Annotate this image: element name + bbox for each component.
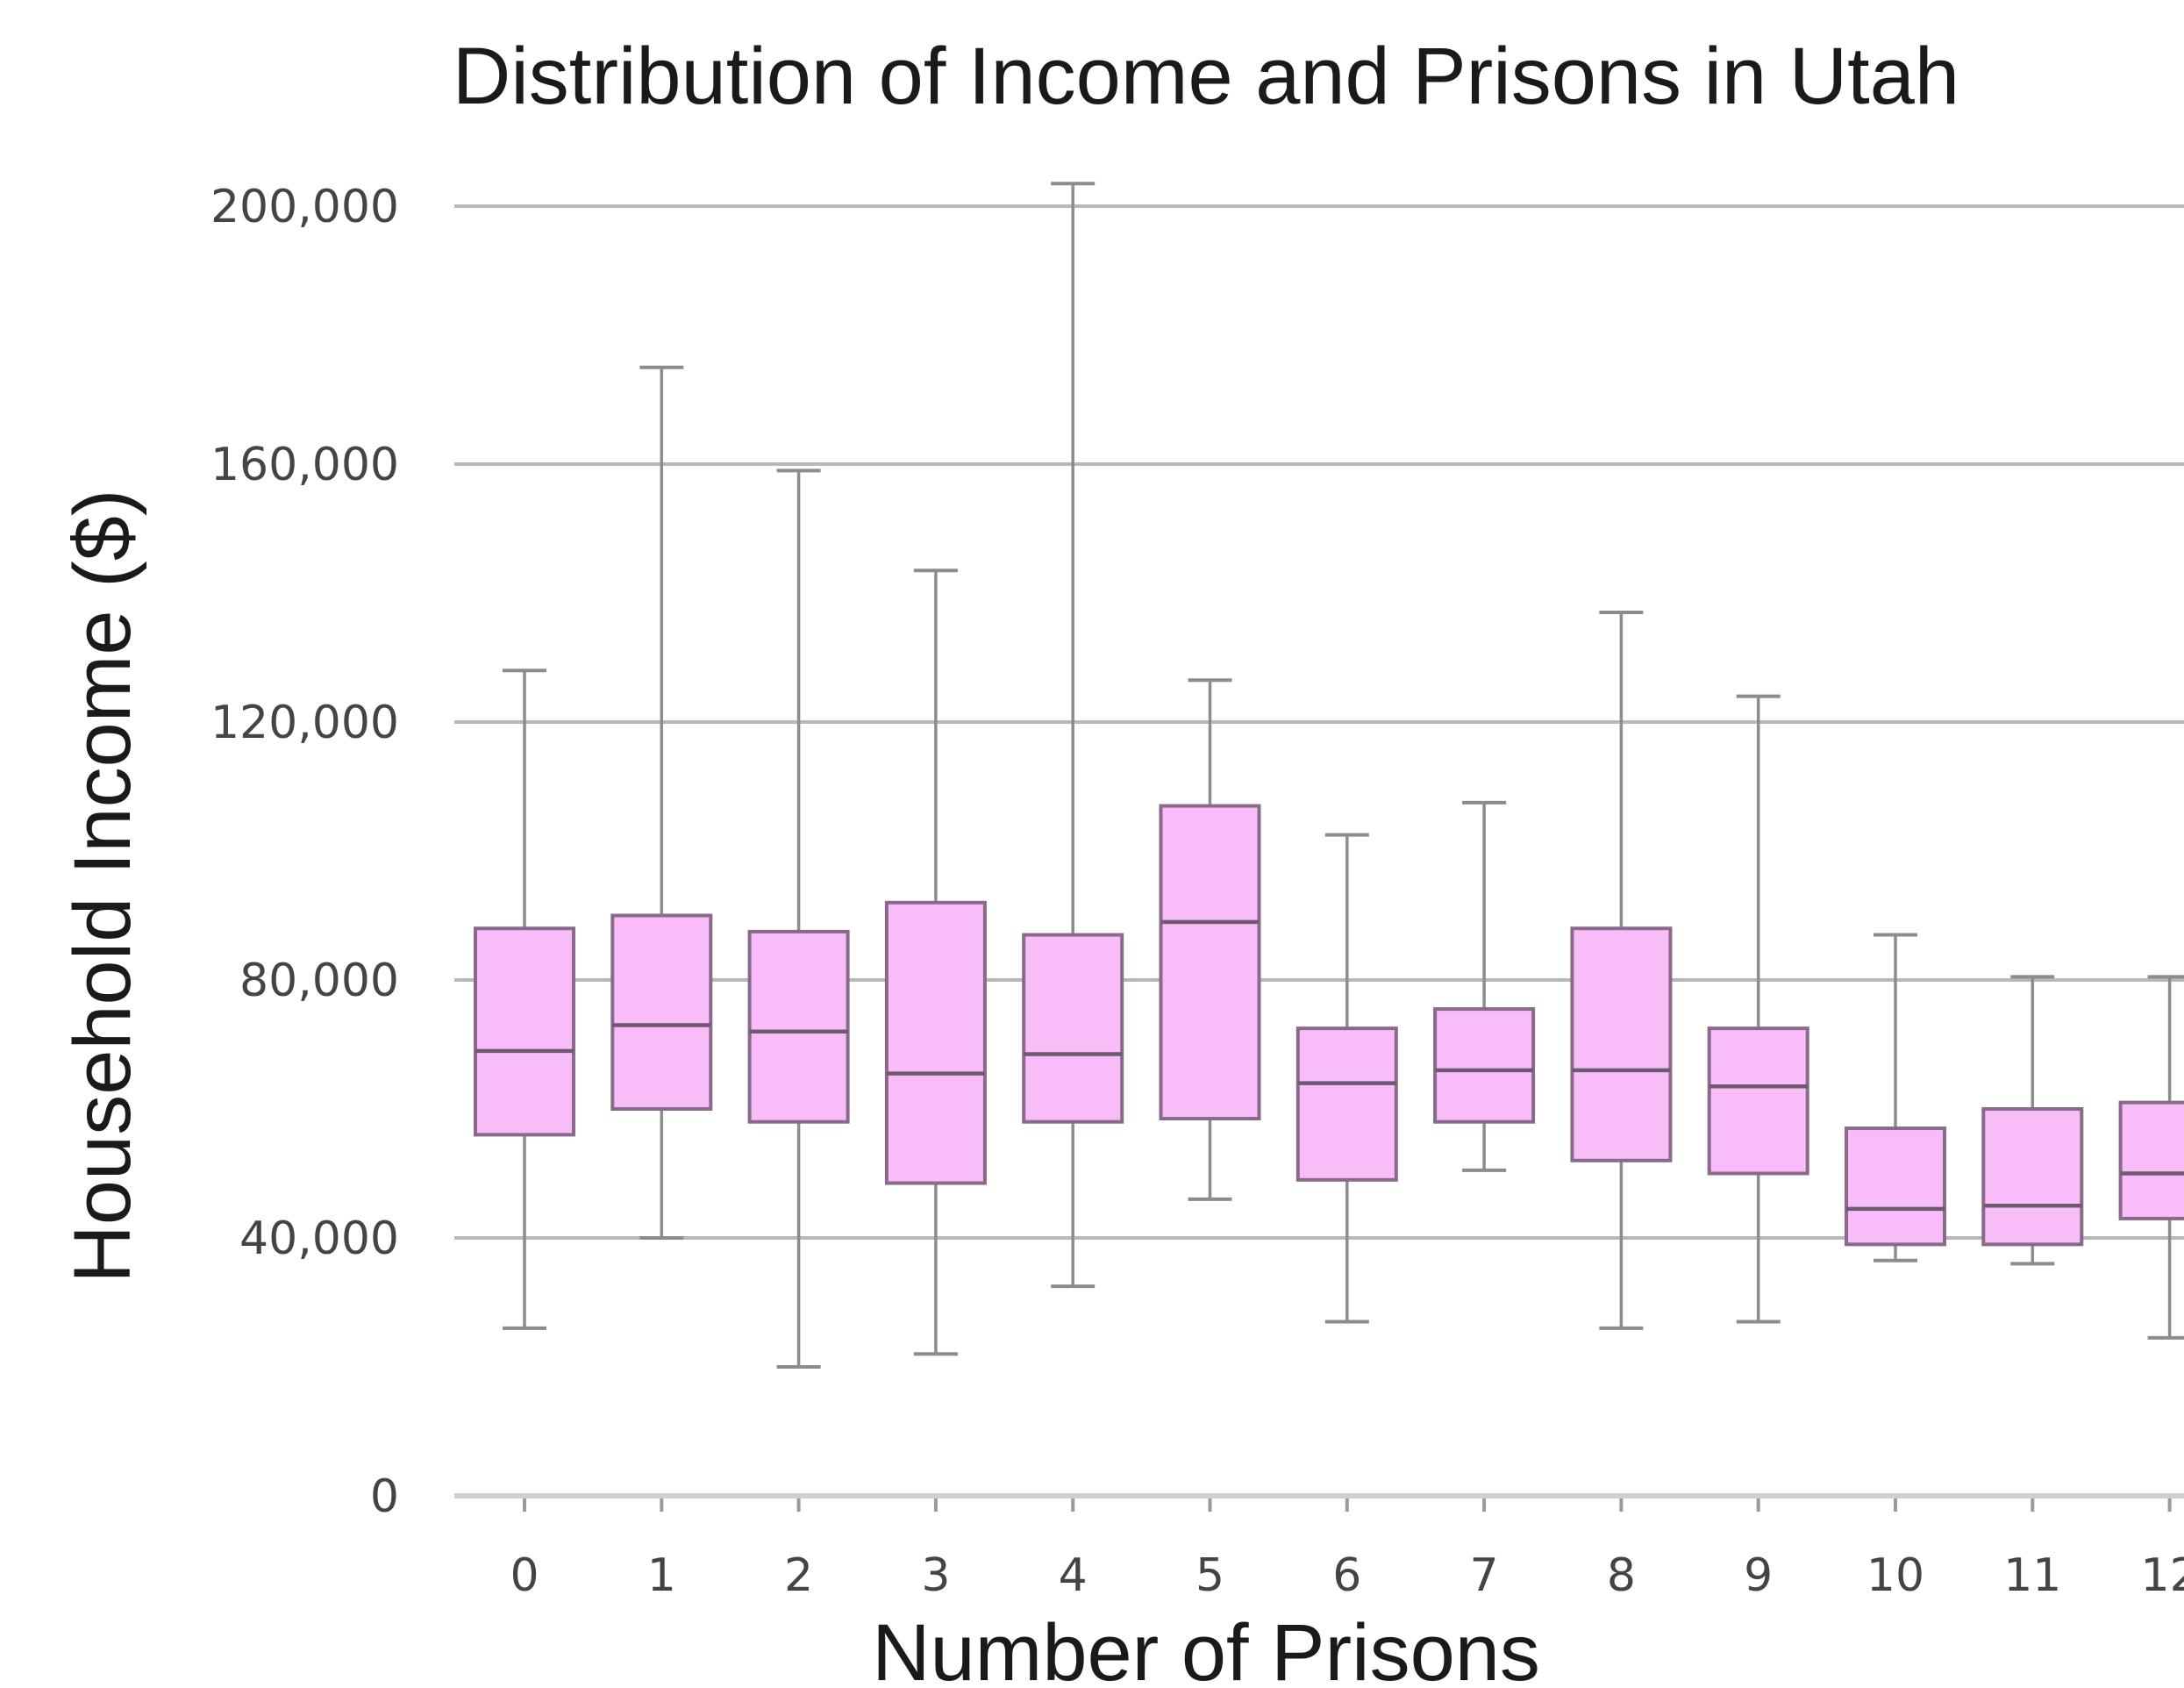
y-axis-tick-labels: 0 40,000 80,000 120,000 160,000 200,000 bbox=[211, 181, 399, 1523]
y-tick-label: 120,000 bbox=[211, 697, 399, 749]
box-11 bbox=[1981, 975, 2084, 1266]
box-4 bbox=[1022, 182, 1124, 1289]
iqr-box bbox=[884, 900, 987, 1185]
iqr-box bbox=[474, 926, 575, 1137]
iqr-box bbox=[747, 929, 850, 1124]
box-5 bbox=[1159, 678, 1261, 1201]
box-10 bbox=[1845, 933, 1946, 1262]
y-tick-label: 0 bbox=[370, 1470, 399, 1523]
iqr-box bbox=[2118, 1100, 2184, 1220]
iqr-box bbox=[1707, 1026, 1809, 1176]
box-9 bbox=[1707, 694, 1809, 1324]
y-tick-label: 200,000 bbox=[211, 181, 399, 233]
iqr-box bbox=[1433, 1007, 1536, 1124]
x-tick-label: 4 bbox=[1059, 1549, 1088, 1602]
x-tick-label: 6 bbox=[1332, 1549, 1361, 1602]
iqr-box bbox=[1981, 1107, 2084, 1247]
iqr-box bbox=[1570, 926, 1673, 1162]
box-1 bbox=[610, 365, 713, 1240]
x-tick-label: 1 bbox=[647, 1549, 676, 1602]
y-tick-label: 80,000 bbox=[239, 955, 399, 1007]
iqr-box bbox=[610, 913, 713, 1111]
x-tick-label: 7 bbox=[1470, 1549, 1499, 1602]
box-series bbox=[474, 182, 2184, 1369]
iqr-box bbox=[1022, 933, 1124, 1124]
box-12 bbox=[2118, 975, 2184, 1340]
box-2 bbox=[747, 468, 850, 1369]
box-6 bbox=[1295, 833, 1398, 1324]
gridlines bbox=[454, 204, 2184, 1498]
chart-title: Distribution of Income and Prisons in Ut… bbox=[453, 32, 1959, 121]
iqr-box bbox=[1159, 804, 1261, 1121]
box-3 bbox=[884, 569, 987, 1356]
x-tick-label: 11 bbox=[2003, 1549, 2061, 1602]
x-axis-ticks: 0123456789101112 bbox=[510, 1498, 2184, 1602]
y-tick-label: 160,000 bbox=[211, 439, 399, 491]
x-tick-label: 10 bbox=[1866, 1549, 1924, 1602]
iqr-box bbox=[1845, 1127, 1946, 1247]
x-axis-title: Number of Prisons bbox=[872, 1608, 1540, 1688]
iqr-box bbox=[1295, 1026, 1398, 1182]
x-tick-label: 5 bbox=[1195, 1549, 1224, 1602]
x-tick-label: 8 bbox=[1607, 1549, 1636, 1602]
x-tick-label: 9 bbox=[1744, 1549, 1773, 1602]
box-7 bbox=[1433, 800, 1536, 1172]
x-tick-label: 2 bbox=[784, 1549, 813, 1602]
x-tick-label: 12 bbox=[2141, 1549, 2184, 1602]
y-tick-label: 40,000 bbox=[239, 1212, 399, 1265]
x-tick-label: 3 bbox=[921, 1549, 950, 1602]
x-tick-label: 0 bbox=[510, 1549, 539, 1602]
box-0 bbox=[474, 669, 575, 1330]
y-axis-title: Household Income ($) bbox=[58, 489, 147, 1283]
box-8 bbox=[1570, 611, 1673, 1330]
